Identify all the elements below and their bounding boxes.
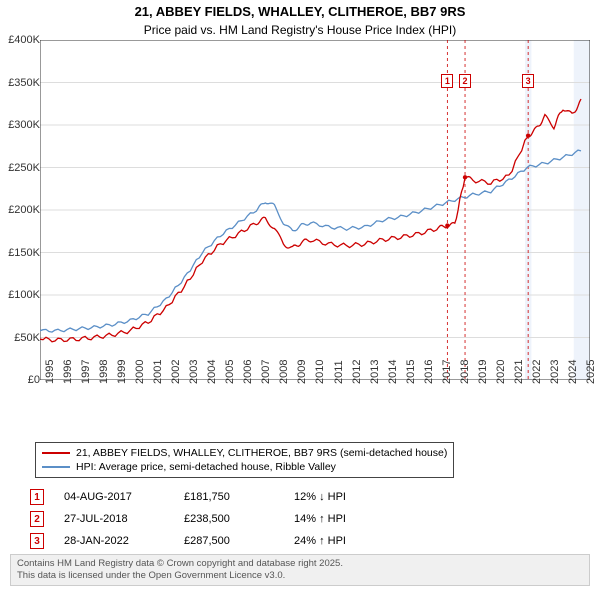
sale-price: £287,500 bbox=[184, 535, 274, 547]
chart-sale-marker: 3 bbox=[522, 74, 534, 88]
chart-sale-marker: 1 bbox=[441, 74, 453, 88]
page-subtitle: Price paid vs. HM Land Registry's House … bbox=[0, 21, 600, 37]
chart-area: £0£50K£100K£150K£200K£250K£300K£350K£400… bbox=[0, 40, 600, 420]
sale-price: £181,750 bbox=[184, 491, 274, 503]
sale-date: 27-JUL-2018 bbox=[64, 513, 164, 525]
legend-label-price-paid: 21, ABBEY FIELDS, WHALLEY, CLITHEROE, BB… bbox=[76, 447, 447, 459]
y-axis-label: £0 bbox=[28, 374, 40, 386]
legend-item-price-paid: 21, ABBEY FIELDS, WHALLEY, CLITHEROE, BB… bbox=[42, 446, 447, 460]
sale-price: £238,500 bbox=[184, 513, 274, 525]
y-axis-label: £400K bbox=[8, 34, 40, 46]
sale-date: 04-AUG-2017 bbox=[64, 491, 164, 503]
sale-delta: 24% ↑ HPI bbox=[294, 535, 394, 547]
page-title: 21, ABBEY FIELDS, WHALLEY, CLITHEROE, BB… bbox=[0, 0, 600, 21]
sale-date: 28-JAN-2022 bbox=[64, 535, 164, 547]
y-axis-label: £100K bbox=[8, 289, 40, 301]
sale-row: 2 27-JUL-2018 £238,500 14% ↑ HPI bbox=[30, 508, 394, 530]
y-axis-label: £350K bbox=[8, 77, 40, 89]
legend-label-hpi: HPI: Average price, semi-detached house,… bbox=[76, 461, 336, 473]
license-line-1: Contains HM Land Registry data © Crown c… bbox=[17, 558, 343, 569]
legend-swatch-hpi bbox=[42, 466, 70, 468]
line-chart bbox=[40, 40, 590, 380]
sale-row: 3 28-JAN-2022 £287,500 24% ↑ HPI bbox=[30, 530, 394, 552]
legend-swatch-price-paid bbox=[42, 452, 70, 454]
y-axis-label: £250K bbox=[8, 162, 40, 174]
sale-marker-2: 2 bbox=[30, 511, 44, 527]
legend-item-hpi: HPI: Average price, semi-detached house,… bbox=[42, 460, 447, 474]
sale-events-table: 1 04-AUG-2017 £181,750 12% ↓ HPI 2 27-JU… bbox=[30, 486, 394, 552]
y-axis-label: £150K bbox=[8, 247, 40, 259]
sale-row: 1 04-AUG-2017 £181,750 12% ↓ HPI bbox=[30, 486, 394, 508]
sale-marker-3: 3 bbox=[30, 533, 44, 549]
sale-marker-1: 1 bbox=[30, 489, 44, 505]
y-axis-label: £50K bbox=[14, 332, 40, 344]
sale-delta: 14% ↑ HPI bbox=[294, 513, 394, 525]
y-axis-label: £300K bbox=[8, 119, 40, 131]
chart-legend: 21, ABBEY FIELDS, WHALLEY, CLITHEROE, BB… bbox=[35, 442, 454, 478]
sale-delta: 12% ↓ HPI bbox=[294, 491, 394, 503]
x-axis-label: 2025 bbox=[585, 360, 600, 384]
license-line-2: This data is licensed under the Open Gov… bbox=[17, 570, 285, 581]
chart-sale-marker: 2 bbox=[459, 74, 471, 88]
y-axis-label: £200K bbox=[8, 204, 40, 216]
license-notice: Contains HM Land Registry data © Crown c… bbox=[10, 554, 590, 586]
